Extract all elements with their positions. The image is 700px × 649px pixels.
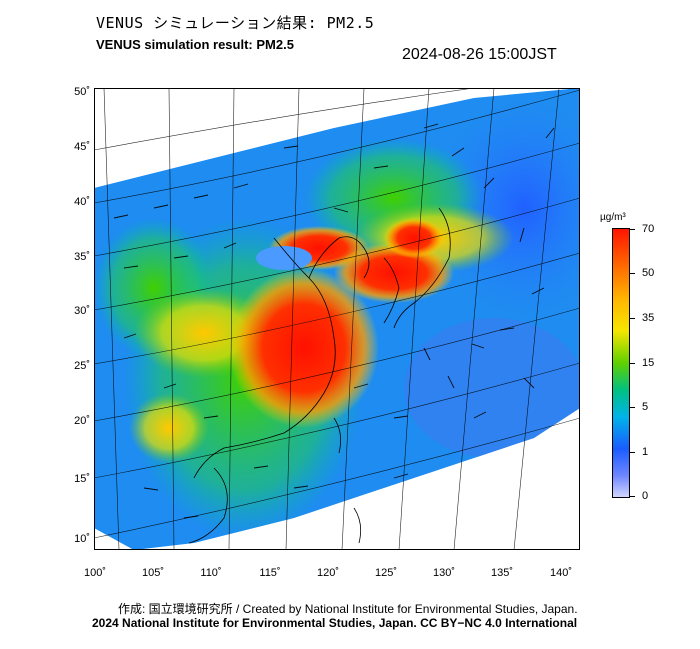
- colorbar-unit: µg/m³: [600, 212, 626, 223]
- lon-label-125: 125˚: [374, 567, 398, 579]
- lon-label-115: 115˚: [259, 567, 281, 579]
- lat-label-25: 25˚: [74, 360, 90, 372]
- colorbar-label-1: 1: [642, 446, 649, 458]
- lat-label-35: 35˚: [74, 251, 90, 263]
- colorbar: [612, 228, 630, 498]
- colorbar-tick: [629, 318, 635, 319]
- map-svg: [94, 88, 580, 550]
- lat-label-10: 10˚: [74, 533, 90, 545]
- lon-label-140: 140˚: [549, 567, 573, 579]
- forecast-datetime: 2024-08-26 15:00JST: [402, 46, 557, 63]
- colorbar-label-5: 5: [642, 401, 649, 413]
- colorbar-label-50: 50: [642, 267, 655, 279]
- colorbar-label-0: 0: [642, 490, 649, 502]
- title-english: VENUS simulation result: PM2.5: [96, 37, 294, 52]
- credit-line: 作成: 国立環境研究所 / Created by National Instit…: [118, 602, 578, 616]
- lat-label-50: 50˚: [74, 86, 90, 98]
- colorbar-label-35: 35: [642, 312, 655, 324]
- title-japanese: VENUS シミュレーション結果: PM2.5: [96, 14, 375, 32]
- lon-label-105: 105˚: [141, 567, 165, 579]
- lon-label-100: 100˚: [83, 567, 107, 579]
- colorbar-tick: [629, 407, 635, 408]
- lon-label-135: 135˚: [490, 567, 514, 579]
- lat-label-30: 30˚: [74, 305, 90, 317]
- lat-label-20: 20˚: [74, 415, 90, 427]
- colorbar-tick: [629, 452, 635, 453]
- colorbar-tick: [629, 363, 635, 364]
- colorbar-label-70: 70: [642, 223, 655, 235]
- lon-label-110: 110˚: [200, 567, 222, 579]
- colorbar-label-15: 15: [642, 357, 655, 369]
- lat-label-15: 15˚: [74, 473, 90, 485]
- lat-label-40: 40˚: [74, 196, 90, 208]
- colorbar-tick: [629, 496, 635, 497]
- copyright-line: 2024 National Institute for Environmenta…: [92, 616, 578, 630]
- colorbar-tick: [629, 273, 635, 274]
- lon-label-120: 120˚: [316, 567, 340, 579]
- lat-label-45: 45˚: [74, 141, 90, 153]
- pm25-map: [94, 88, 580, 550]
- lon-label-130: 130˚: [432, 567, 456, 579]
- colorbar-tick: [629, 229, 635, 230]
